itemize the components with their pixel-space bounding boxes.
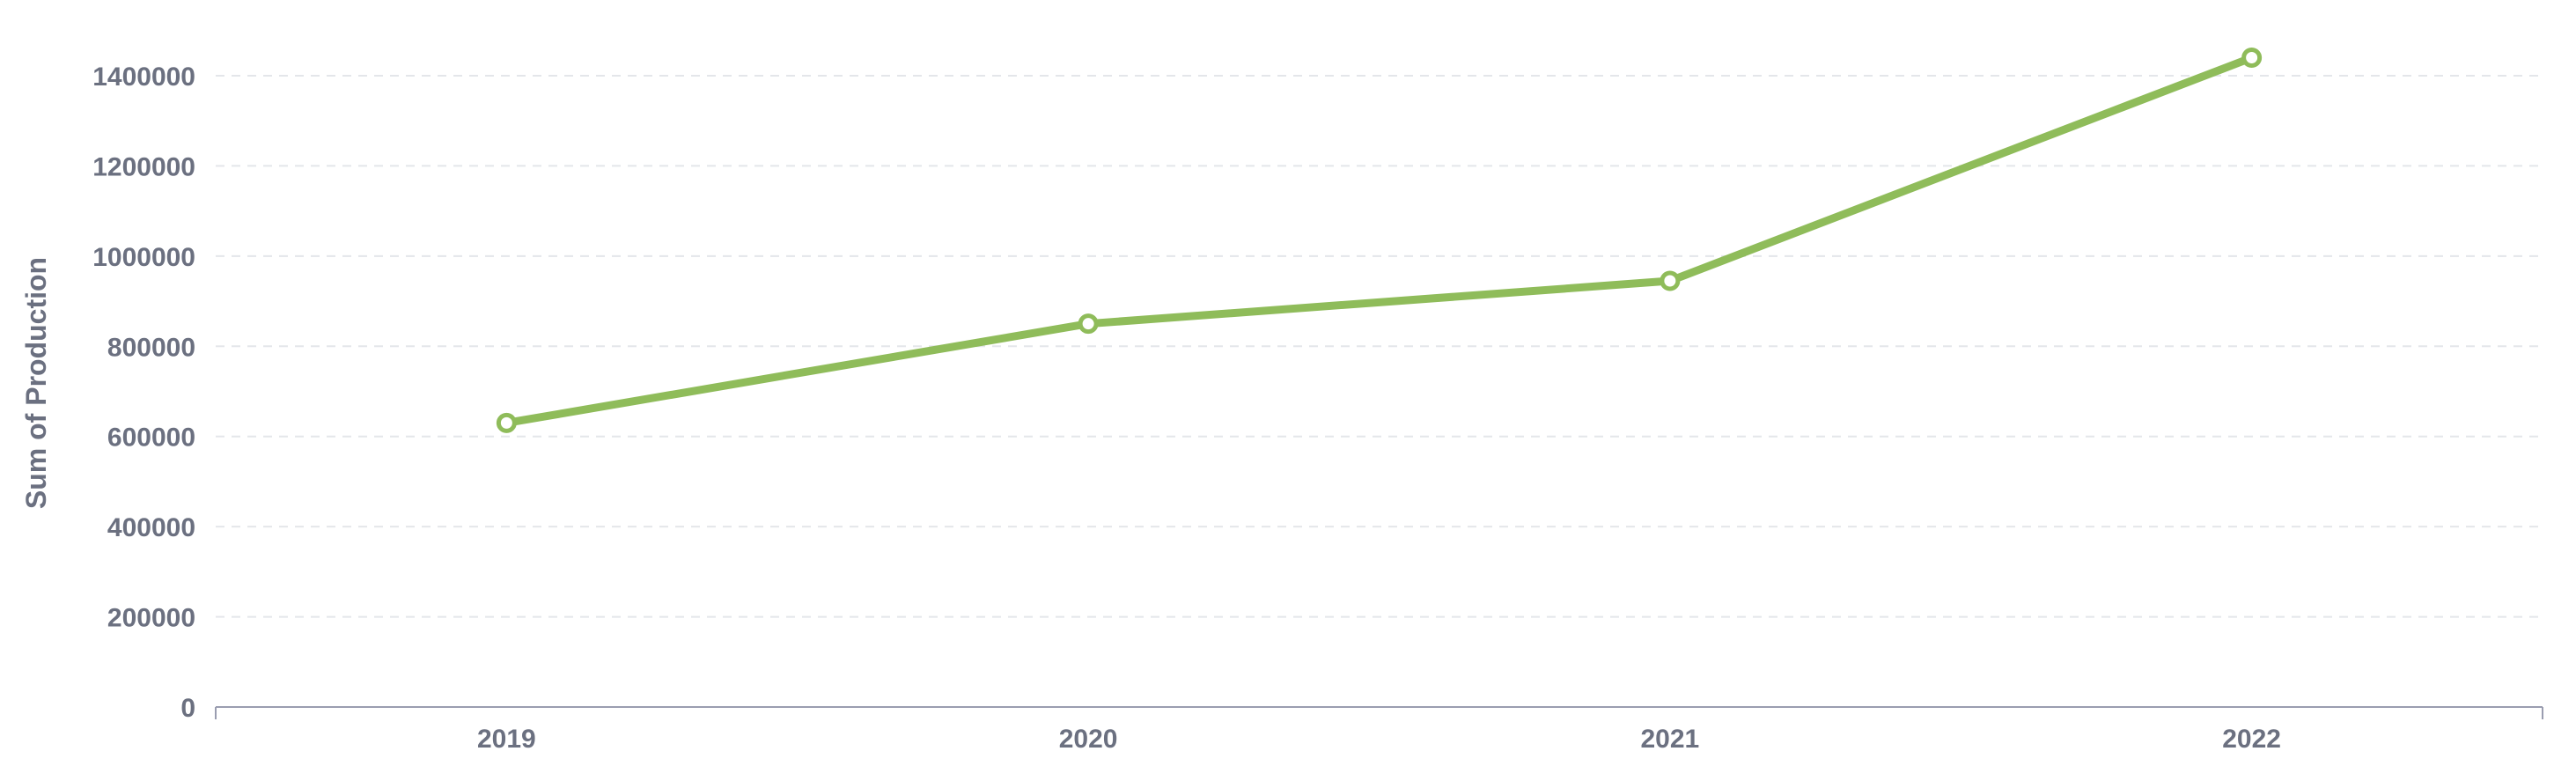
y-tick-label: 600000: [107, 424, 195, 453]
x-tick-label: 2019: [477, 725, 536, 754]
data-point-2019[interactable]: [496, 412, 517, 433]
y-axis-tick-labels: 0 200000 400000 600000 800000 1000000 1200000 1…: [92, 63, 195, 723]
x-axis-tick-labels: 2019 2020 2021 2022: [477, 725, 2281, 754]
x-tick-label: 2022: [2222, 725, 2281, 754]
y-tick-label: 400000: [107, 513, 195, 542]
x-tick-label: 2021: [1641, 725, 1700, 754]
y-tick-label: 800000: [107, 333, 195, 362]
x-tick-label: 2020: [1059, 725, 1118, 754]
y-tick-label: 1400000: [92, 63, 195, 92]
data-point-2022[interactable]: [2241, 48, 2263, 69]
gridlines: [216, 75, 2543, 618]
series-line: [502, 54, 2256, 427]
data-point-2021[interactable]: [1660, 270, 1681, 291]
y-tick-label: 1000000: [92, 243, 195, 272]
x-axis: [215, 706, 2543, 719]
series-production: [496, 48, 2263, 433]
y-tick-label: 1200000: [92, 152, 195, 181]
y-tick-label: 0: [180, 694, 195, 723]
y-axis-title: Sum of Production: [20, 257, 52, 509]
y-tick-label: 200000: [107, 604, 195, 633]
data-point-2020[interactable]: [1078, 313, 1099, 335]
